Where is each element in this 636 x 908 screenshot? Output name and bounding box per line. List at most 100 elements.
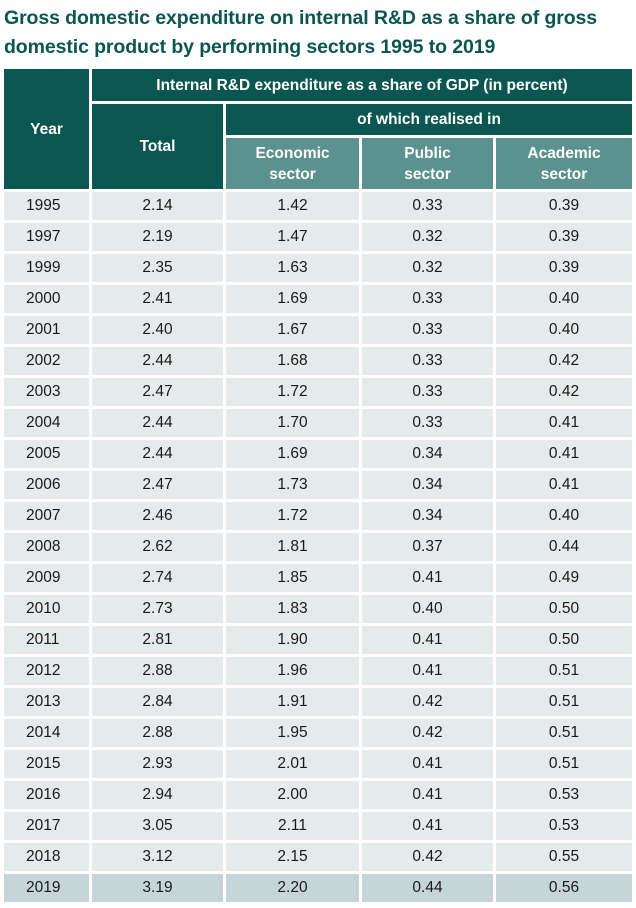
cell-economic: 2.15 bbox=[226, 843, 359, 871]
cell-public: 0.33 bbox=[362, 285, 493, 313]
cell-academic: 0.44 bbox=[496, 533, 632, 561]
cell-year: 2010 bbox=[4, 595, 89, 623]
rd-expenditure-table: Year Internal R&D expenditure as a share… bbox=[1, 66, 635, 905]
cell-year: 2013 bbox=[4, 688, 89, 716]
cell-economic: 2.11 bbox=[226, 812, 359, 840]
cell-year: 2002 bbox=[4, 347, 89, 375]
cell-academic: 0.51 bbox=[496, 657, 632, 685]
header-public-line2: sector bbox=[404, 165, 451, 183]
cell-total: 2.14 bbox=[92, 192, 223, 220]
cell-academic: 0.40 bbox=[496, 502, 632, 530]
header-public-sector: Public sector bbox=[362, 138, 493, 189]
cell-year: 1999 bbox=[4, 254, 89, 282]
table-row: 2000 2.41 1.69 0.33 0.40 bbox=[4, 285, 632, 313]
cell-academic: 0.51 bbox=[496, 719, 632, 747]
table-body: 1995 2.14 1.42 0.33 0.39 1997 2.19 1.47 0.32 0.39… bbox=[4, 192, 632, 902]
cell-economic: 2.01 bbox=[226, 750, 359, 778]
table-row: 2012 2.88 1.96 0.41 0.51 bbox=[4, 657, 632, 685]
cell-economic: 2.20 bbox=[226, 874, 359, 902]
table-row: 2010 2.73 1.83 0.40 0.50 bbox=[4, 595, 632, 623]
cell-public: 0.41 bbox=[362, 564, 493, 592]
cell-economic: 1.72 bbox=[226, 502, 359, 530]
cell-academic: 0.51 bbox=[496, 750, 632, 778]
cell-year: 2001 bbox=[4, 316, 89, 344]
cell-academic: 0.41 bbox=[496, 409, 632, 437]
cell-year: 1997 bbox=[4, 223, 89, 251]
cell-year: 2017 bbox=[4, 812, 89, 840]
header-year: Year bbox=[4, 69, 89, 189]
cell-year: 2006 bbox=[4, 471, 89, 499]
cell-economic: 1.95 bbox=[226, 719, 359, 747]
table-row: 2004 2.44 1.70 0.33 0.41 bbox=[4, 409, 632, 437]
cell-economic: 1.68 bbox=[226, 347, 359, 375]
table-row: 2015 2.93 2.01 0.41 0.51 bbox=[4, 750, 632, 778]
header-public-line1: Public bbox=[404, 144, 451, 162]
cell-public: 0.33 bbox=[362, 316, 493, 344]
cell-academic: 0.50 bbox=[496, 626, 632, 654]
cell-public: 0.33 bbox=[362, 378, 493, 406]
cell-total: 2.44 bbox=[92, 409, 223, 437]
cell-economic: 1.81 bbox=[226, 533, 359, 561]
table-row: 1995 2.14 1.42 0.33 0.39 bbox=[4, 192, 632, 220]
cell-academic: 0.56 bbox=[496, 874, 632, 902]
cell-total: 2.47 bbox=[92, 471, 223, 499]
cell-academic: 0.53 bbox=[496, 812, 632, 840]
cell-academic: 0.40 bbox=[496, 285, 632, 313]
table-row: 2017 3.05 2.11 0.41 0.53 bbox=[4, 812, 632, 840]
table-row: 2018 3.12 2.15 0.42 0.55 bbox=[4, 843, 632, 871]
cell-total: 2.47 bbox=[92, 378, 223, 406]
cell-economic: 1.47 bbox=[226, 223, 359, 251]
cell-year: 2012 bbox=[4, 657, 89, 685]
cell-public: 0.44 bbox=[362, 874, 493, 902]
cell-year: 2015 bbox=[4, 750, 89, 778]
table-row: 2005 2.44 1.69 0.34 0.41 bbox=[4, 440, 632, 468]
cell-total: 2.46 bbox=[92, 502, 223, 530]
cell-academic: 0.39 bbox=[496, 223, 632, 251]
cell-academic: 0.39 bbox=[496, 254, 632, 282]
header-academic-sector: Academic sector bbox=[496, 138, 632, 189]
cell-academic: 0.51 bbox=[496, 688, 632, 716]
cell-public: 0.42 bbox=[362, 719, 493, 747]
cell-academic: 0.39 bbox=[496, 192, 632, 220]
cell-public: 0.42 bbox=[362, 843, 493, 871]
table-row: 1999 2.35 1.63 0.32 0.39 bbox=[4, 254, 632, 282]
cell-academic: 0.55 bbox=[496, 843, 632, 871]
cell-public: 0.37 bbox=[362, 533, 493, 561]
cell-year: 2008 bbox=[4, 533, 89, 561]
cell-total: 2.74 bbox=[92, 564, 223, 592]
cell-public: 0.41 bbox=[362, 812, 493, 840]
cell-total: 2.88 bbox=[92, 719, 223, 747]
cell-public: 0.33 bbox=[362, 347, 493, 375]
table-row: 2008 2.62 1.81 0.37 0.44 bbox=[4, 533, 632, 561]
table-row: 2006 2.47 1.73 0.34 0.41 bbox=[4, 471, 632, 499]
cell-public: 0.33 bbox=[362, 409, 493, 437]
cell-public: 0.41 bbox=[362, 750, 493, 778]
cell-public: 0.32 bbox=[362, 223, 493, 251]
cell-year: 2000 bbox=[4, 285, 89, 313]
cell-public: 0.42 bbox=[362, 688, 493, 716]
header-subgroup: of which realised in bbox=[226, 104, 632, 135]
header-academic-line2: sector bbox=[540, 165, 588, 183]
cell-public: 0.41 bbox=[362, 657, 493, 685]
cell-total: 2.94 bbox=[92, 781, 223, 809]
cell-academic: 0.50 bbox=[496, 595, 632, 623]
cell-economic: 1.69 bbox=[226, 285, 359, 313]
cell-year: 2007 bbox=[4, 502, 89, 530]
cell-public: 0.34 bbox=[362, 502, 493, 530]
cell-economic: 1.70 bbox=[226, 409, 359, 437]
table-row: 2001 2.40 1.67 0.33 0.40 bbox=[4, 316, 632, 344]
cell-academic: 0.41 bbox=[496, 471, 632, 499]
cell-economic: 1.83 bbox=[226, 595, 359, 623]
cell-year: 2004 bbox=[4, 409, 89, 437]
cell-academic: 0.53 bbox=[496, 781, 632, 809]
cell-academic: 0.49 bbox=[496, 564, 632, 592]
cell-public: 0.40 bbox=[362, 595, 493, 623]
table-row: 2016 2.94 2.00 0.41 0.53 bbox=[4, 781, 632, 809]
cell-total: 2.41 bbox=[92, 285, 223, 313]
cell-total: 2.93 bbox=[92, 750, 223, 778]
header-economic-line1: Economic bbox=[255, 144, 330, 162]
cell-year: 2018 bbox=[4, 843, 89, 871]
cell-academic: 0.40 bbox=[496, 316, 632, 344]
header-total: Total bbox=[92, 104, 223, 189]
cell-total: 2.88 bbox=[92, 657, 223, 685]
